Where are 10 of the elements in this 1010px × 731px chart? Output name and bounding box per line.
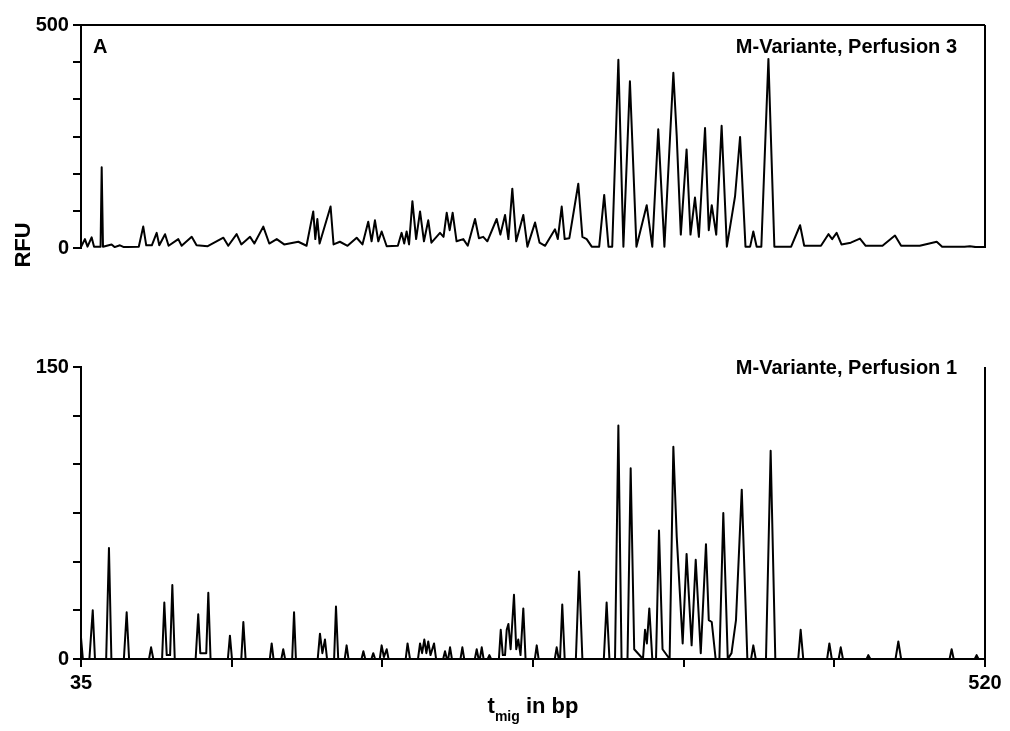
y-tick-label: 500 xyxy=(35,12,69,35)
annotation: A xyxy=(93,34,108,57)
y-tick-label: 0 xyxy=(57,646,69,669)
annotation: M-Variante, Perfusion 1 xyxy=(735,355,957,378)
y-axis-title: RFU xyxy=(10,222,36,268)
y-tick-label: 150 xyxy=(35,354,69,377)
annotation: M-Variante, Perfusion 3 xyxy=(735,34,957,57)
y-tick-label: 0 xyxy=(57,235,69,258)
x-tick-label: 520 xyxy=(968,670,1002,693)
x-tick-label: 35 xyxy=(69,670,93,693)
